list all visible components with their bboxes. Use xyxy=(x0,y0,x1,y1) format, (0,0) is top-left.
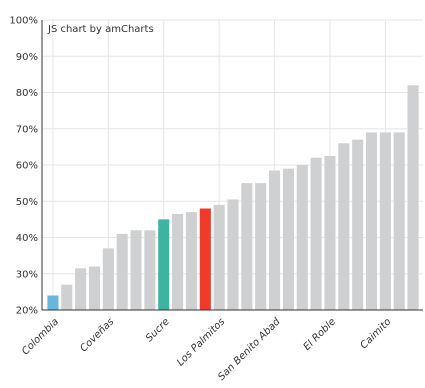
bar[interactable] xyxy=(158,219,170,311)
y-tick-label: 80% xyxy=(16,88,38,99)
bar[interactable] xyxy=(255,183,267,311)
bar[interactable] xyxy=(172,213,184,310)
y-tick-label: 20% xyxy=(16,306,38,317)
bar[interactable] xyxy=(213,204,225,311)
y-tick-label: 100% xyxy=(9,16,38,27)
x-tick-label: Sucre xyxy=(144,316,172,344)
bar[interactable] xyxy=(102,248,114,311)
bar[interactable] xyxy=(365,132,378,311)
bars xyxy=(47,85,419,311)
bar[interactable] xyxy=(88,266,101,311)
bar[interactable] xyxy=(310,157,322,310)
bar[interactable] xyxy=(338,143,350,310)
bar[interactable] xyxy=(61,284,73,311)
y-tick-label: 40% xyxy=(16,233,38,244)
bar[interactable] xyxy=(130,230,142,310)
bar[interactable] xyxy=(47,295,59,311)
x-tick-label: Coveñas xyxy=(78,316,116,354)
x-tick-label: El Roble xyxy=(302,316,339,353)
x-tick-label: Colombia xyxy=(20,316,61,357)
bar[interactable] xyxy=(185,212,197,311)
y-tick-label: 70% xyxy=(16,124,38,135)
bar[interactable] xyxy=(75,268,87,310)
bar[interactable] xyxy=(269,170,281,310)
y-tick-label: 90% xyxy=(16,52,38,63)
y-tick-label: 50% xyxy=(16,197,38,208)
bar[interactable] xyxy=(379,132,391,311)
bar[interactable] xyxy=(144,230,156,310)
axes xyxy=(41,20,423,311)
bar[interactable] xyxy=(241,183,253,311)
bar[interactable] xyxy=(199,208,211,311)
y-axis-tick-labels: 20% 30% 40% 50% 60% 70% 80% 90% 100% xyxy=(9,16,38,317)
bar[interactable] xyxy=(393,132,405,311)
bar[interactable] xyxy=(407,85,419,310)
x-tick-label: San Benito Abad xyxy=(216,316,283,383)
x-tick-label: Caimito xyxy=(359,316,394,351)
bar[interactable] xyxy=(352,139,364,311)
y-tick-label: 30% xyxy=(16,269,38,280)
bar[interactable] xyxy=(324,155,336,310)
chart-credit[interactable]: JS chart by amCharts xyxy=(47,24,154,35)
y-tick-label: 60% xyxy=(16,161,38,172)
bar[interactable] xyxy=(227,199,239,310)
bar[interactable] xyxy=(282,168,294,311)
bar[interactable] xyxy=(296,165,308,310)
bar[interactable] xyxy=(116,233,128,311)
x-tick-label: Los Palmitos xyxy=(175,316,227,368)
